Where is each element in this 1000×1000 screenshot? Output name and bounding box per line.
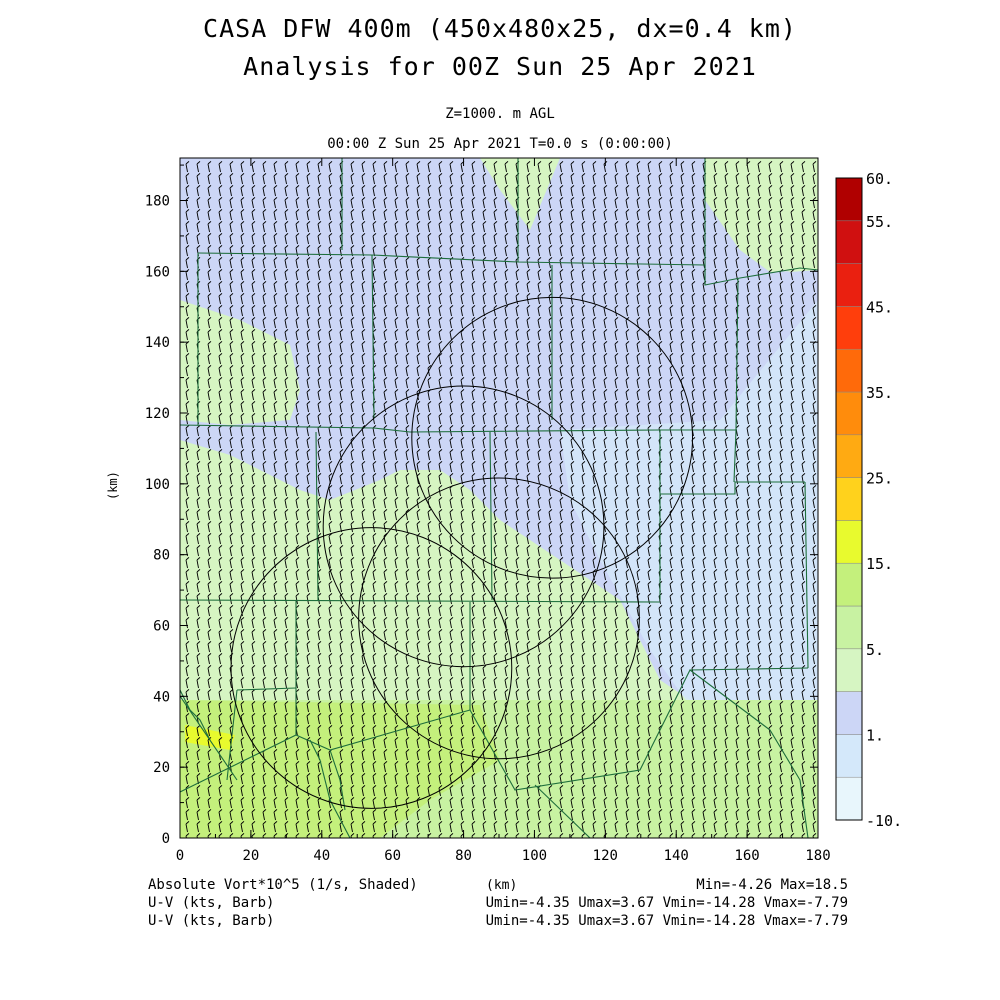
- colorbar-label: 25.: [866, 470, 893, 488]
- colorbar-swatch: [835, 434, 863, 478]
- colorbar-label: 55.: [866, 213, 893, 231]
- x-axis-ticks: 0 20 40 60 80 100 120 140 160 180: [176, 158, 831, 864]
- barb-field: [185, 161, 817, 838]
- radar-range-rings: [230, 296, 694, 809]
- footer-stats-3: Umin=-4.35 Umax=3.67 Vmin=-14.28 Vmax=-7…: [485, 913, 848, 929]
- time-label: 00:00 Z Sun 25 Apr 2021 T=0.0 s (0:00:00…: [327, 136, 673, 152]
- range-ring: [230, 527, 513, 809]
- y-tick-label: 80: [153, 548, 170, 564]
- level-label: Z=1000. m AGL: [445, 106, 555, 122]
- footer-stats-1: Min=-4.26 Max=18.5: [696, 877, 848, 893]
- colorbar-swatch: [835, 691, 863, 735]
- colorbar-label: 35.: [866, 384, 893, 402]
- colorbar-swatch: [835, 605, 863, 650]
- y-axis-ticks: 0 20 40 60 80 100 120 140 160 180: [145, 164, 818, 847]
- colorbar-swatch: [835, 562, 863, 607]
- colorbar-swatch: [835, 177, 863, 222]
- x-tick-label: 140: [664, 848, 689, 864]
- y-tick-label: 120: [145, 406, 170, 422]
- x-tick-label: 60: [384, 848, 401, 864]
- footer-stats-2: Umin=-4.35 Umax=3.67 Vmin=-14.28 Vmax=-7…: [485, 895, 848, 911]
- footer-field-2: U-V (kts, Barb): [148, 895, 275, 911]
- footer-field-3: U-V (kts, Barb): [148, 913, 275, 929]
- colorbar-label: -10.: [866, 812, 902, 830]
- colorbar-swatch: [835, 734, 863, 778]
- range-ring: [411, 296, 694, 579]
- colorbar-frame: [835, 177, 863, 821]
- colorbar-swatch: [835, 391, 863, 436]
- y-tick-label: 60: [153, 619, 170, 635]
- y-tick-label: 140: [145, 335, 170, 351]
- colorbar-label: 15.: [866, 555, 893, 573]
- colorbar-label: 1.: [866, 726, 884, 744]
- x-tick-label: 180: [805, 848, 830, 864]
- x-tick-label: 20: [242, 848, 259, 864]
- y-tick-label: 180: [145, 194, 170, 210]
- x-tick-label: 0: [176, 848, 184, 864]
- wind-barbs: [185, 161, 817, 838]
- x-tick-label: 100: [522, 848, 547, 864]
- x-tick-label: 80: [455, 848, 472, 864]
- colorbar-swatch: [835, 648, 863, 692]
- colorbar-label: 60.: [866, 170, 893, 188]
- colorbar-label: 45.: [866, 298, 893, 316]
- title-line-2: Analysis for 00Z Sun 25 Apr 2021: [243, 52, 757, 81]
- x-tick-label: 120: [593, 848, 618, 864]
- colorbar-swatch: [835, 776, 863, 821]
- range-ring: [358, 477, 640, 760]
- y-tick-label: 100: [145, 477, 170, 493]
- county-boundaries: [180, 158, 818, 838]
- colorbar-swatch: [835, 520, 863, 564]
- colorbar-swatch: [835, 348, 863, 393]
- x-tick-label: 40: [313, 848, 330, 864]
- footer-field-1: Absolute Vort*10^5 (1/s, Shaded): [148, 877, 418, 893]
- colorbar-label: 5.: [866, 641, 884, 659]
- x-tick-label: 160: [734, 848, 759, 864]
- x-axis-label: (km): [486, 878, 518, 893]
- colorbar: 60. 55. 45. 35. 25. 15. 5. 1. -10.: [835, 170, 902, 830]
- y-tick-label: 0: [162, 831, 170, 847]
- colorbar-swatch: [835, 263, 863, 307]
- colorbar-swatch: [835, 477, 863, 521]
- y-tick-label: 40: [153, 689, 170, 705]
- range-ring: [322, 385, 605, 668]
- title-line-1: CASA DFW 400m (450x480x25, dx=0.4 km): [203, 14, 797, 43]
- y-tick-label: 20: [153, 760, 170, 776]
- colorbar-swatch: [835, 306, 863, 350]
- colorbar-swatch: [835, 220, 863, 264]
- y-tick-label: 160: [145, 264, 170, 280]
